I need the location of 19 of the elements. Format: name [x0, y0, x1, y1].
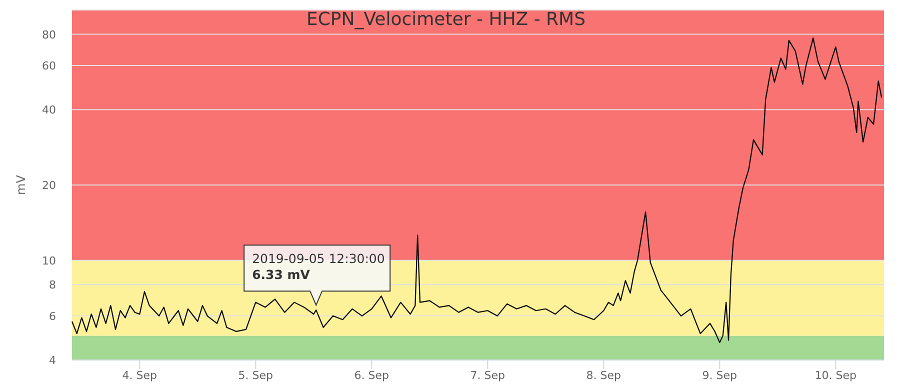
x-tick-label: 6. Sep [354, 369, 390, 382]
y-tick-label: 8 [49, 278, 56, 292]
y-tick-label: 80 [42, 28, 56, 42]
x-tick-label: 9. Sep [702, 369, 738, 382]
line-series [71, 37, 882, 344]
x-tick-label: 7. Sep [470, 369, 506, 382]
y-tick-label: 6 [49, 310, 56, 323]
x-tick-label: 8. Sep [586, 369, 622, 382]
y-tick-label: 10 [42, 254, 56, 268]
y-tick-label: 4 [49, 354, 56, 367]
x-tick-label: 10. Sep [814, 369, 857, 382]
chart-title: ECPN_Velocimeter - HHZ - RMS [306, 9, 586, 30]
y-axis-title: mV [14, 174, 28, 195]
y-tick-label: 60 [42, 60, 56, 73]
y-tick-label: 40 [42, 104, 56, 117]
x-tick-label: 4. Sep [122, 369, 158, 382]
y-tick-label: 20 [42, 179, 56, 192]
x-tick-label: 5. Sep [238, 369, 274, 382]
annotation: 2019-09-05 12:30:00 6.33 mV [252, 251, 385, 282]
